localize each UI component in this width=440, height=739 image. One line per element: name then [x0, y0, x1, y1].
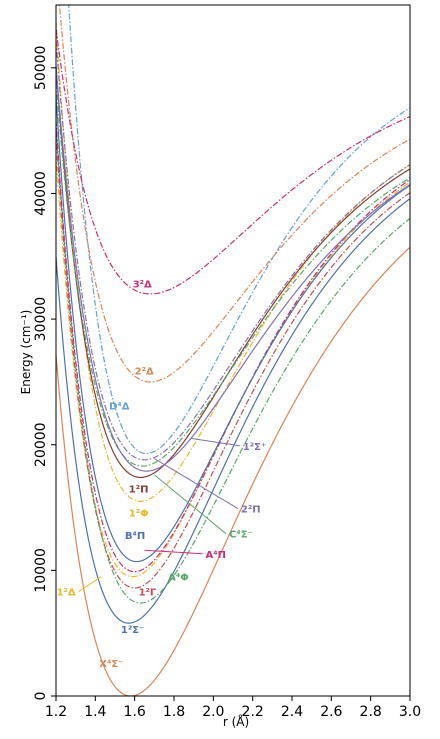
- state-label-2: 1²Δ: [57, 587, 76, 598]
- y-tick-label-1: 10000: [33, 548, 49, 593]
- curve-14: [56, 28, 410, 295]
- state-label-4: A⁴Φ: [168, 572, 189, 583]
- state-label-0: X⁴Σ⁻: [99, 659, 123, 670]
- state-label-12: D⁴Δ: [109, 402, 130, 413]
- x-tick-label-7: 2.6: [320, 704, 342, 720]
- curve-4: [56, 125, 410, 604]
- curve-10: [56, 40, 410, 461]
- state-label-1: 1²Σ⁻: [121, 625, 144, 636]
- label-arrow-10: [154, 458, 239, 509]
- x-tick-label-5: 2.2: [242, 704, 264, 720]
- y-axis-label: Energy (cm⁻¹): [19, 310, 33, 395]
- state-label-11: 1²Σ⁺: [243, 442, 266, 453]
- curve-13: [58, 5, 410, 383]
- curve-12: [68, 5, 410, 455]
- label-arrow-11: [191, 437, 240, 447]
- y-tick-label-3: 30000: [33, 297, 49, 342]
- x-tick-label-2: 1.6: [124, 704, 146, 720]
- y-tick-label-4: 40000: [33, 171, 49, 216]
- curve-3: [56, 132, 410, 589]
- state-label-5: A⁴Π: [205, 550, 226, 561]
- x-tick-label-1: 1.4: [84, 704, 106, 720]
- x-tick-label-8: 2.8: [360, 704, 382, 720]
- y-tick-label-5: 50000: [33, 46, 49, 91]
- label-arrow-9: [154, 474, 227, 535]
- x-tick-label-4: 2.0: [202, 704, 224, 720]
- state-label-6: B⁴Π: [125, 531, 145, 542]
- curve-7: [56, 21, 410, 502]
- x-tick-label-0: 1.2: [45, 704, 67, 720]
- state-label-14: 3²Δ: [133, 280, 152, 291]
- x-axis-label: r (Å): [223, 714, 249, 729]
- x-tick-label-9: 3.0: [399, 704, 421, 720]
- curve-2: [56, 154, 410, 578]
- curve-6: [56, 95, 410, 563]
- plot-frame: [55, 4, 411, 697]
- curve-0: [56, 246, 410, 696]
- x-tick-label-6: 2.4: [281, 704, 303, 720]
- y-tick-label-0: 0: [33, 692, 49, 701]
- state-label-3: 1²Γ: [139, 587, 157, 598]
- curve-1: [56, 198, 410, 624]
- label-arrow-5: [144, 549, 203, 555]
- x-tick-label-3: 1.8: [163, 704, 185, 720]
- curve-11: [56, 66, 410, 472]
- curves-group: [56, 5, 410, 696]
- state-label-10: 2²Π: [241, 505, 261, 516]
- state-label-8: 1²Π: [129, 484, 149, 495]
- label-arrow-2: [78, 576, 102, 592]
- state-label-7: 1²Φ: [129, 508, 149, 519]
- state-label-9: C⁴Σ⁻: [229, 530, 253, 541]
- curve-9: [56, 82, 410, 467]
- state-label-13: 2²Δ: [135, 366, 154, 377]
- curve-5: [56, 119, 410, 573]
- y-tick-label-2: 20000: [33, 422, 49, 467]
